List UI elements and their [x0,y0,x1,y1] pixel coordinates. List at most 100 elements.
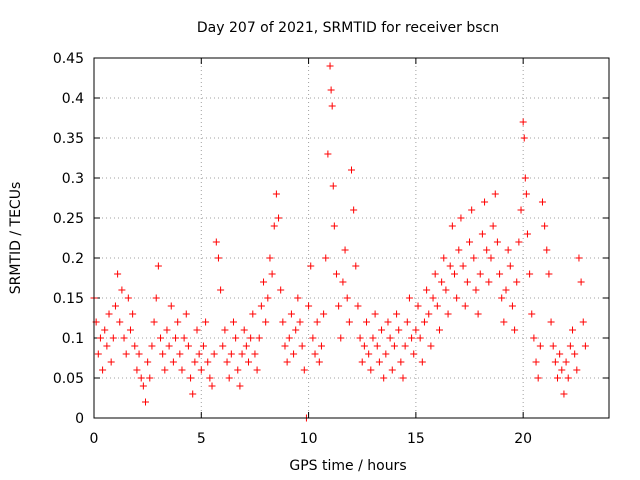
data-point [245,358,252,366]
data-point [358,358,366,366]
plot-frame [93,57,610,419]
data-point [345,318,353,326]
data-point [253,366,261,374]
data-point [414,302,422,310]
data-point [581,342,589,350]
data-point [528,310,536,318]
data-point [468,206,476,214]
data-point [206,374,214,382]
y-tick-label: 0.35 [53,131,84,147]
data-points [90,62,589,422]
data-point [146,374,154,382]
data-point [508,302,516,310]
data-point [380,374,388,382]
data-point [268,270,276,278]
x-tick-label: 10 [300,431,318,447]
y-tick-label: 0.15 [53,291,84,307]
data-point [373,342,381,350]
data-point [393,310,401,318]
data-point [272,190,280,198]
data-point [187,374,195,382]
data-point [538,198,546,206]
data-point [463,278,471,286]
data-point [476,270,484,278]
data-point [270,222,278,230]
data-point [536,342,544,350]
y-tick-label: 0.45 [53,51,84,67]
data-point [255,334,263,342]
data-point [116,318,124,326]
data-point [277,286,285,294]
data-point [133,366,141,374]
data-point [382,350,390,358]
data-point [522,190,530,198]
data-point [313,318,321,326]
data-point [172,334,180,342]
data-point [311,350,319,358]
data-point [577,278,585,286]
data-point [111,302,119,310]
data-point [502,286,510,294]
data-point [429,294,437,302]
data-point [118,286,126,294]
data-point [202,318,210,326]
data-point [240,326,248,334]
x-tick-label: 5 [197,431,206,447]
data-point [470,254,478,262]
data-point [466,238,474,246]
data-point [363,318,371,326]
data-point [435,326,443,334]
data-point [375,358,383,366]
data-point [328,102,336,110]
data-point [440,254,448,262]
data-point [159,350,167,358]
data-point [416,334,424,342]
y-tick-label: 0 [75,411,84,427]
data-point [496,270,504,278]
data-point [401,342,409,350]
data-point [478,230,486,238]
data-point [534,374,542,382]
data-point [148,342,156,350]
data-point [472,286,480,294]
data-point [448,222,456,230]
x-tick-label: 15 [407,431,425,447]
data-point [399,374,407,382]
data-point [549,342,557,350]
y-tick-label: 0.25 [53,211,84,227]
data-point [461,302,469,310]
data-point [189,390,197,398]
data-point [551,358,559,366]
data-point [444,310,452,318]
axis-ticks: 0 0.05 0.1 0.15 0.2 0.25 0.3 0.35 0.4 0.45 0 5 10 15 2… [53,51,609,447]
data-point [556,350,564,358]
data-point [511,326,519,334]
data-point [438,278,446,286]
data-point [523,230,531,238]
x-tick-label: 20 [514,431,532,447]
data-point [120,334,128,342]
data-point [569,326,577,334]
x-axis-label: GPS time / hours [289,458,406,474]
data-point [543,246,551,254]
data-point [290,350,298,358]
data-point [251,350,259,358]
data-point [309,334,317,342]
y-tick-label: 0.05 [53,371,84,387]
data-point [124,294,132,302]
data-point [493,238,501,246]
data-point [197,366,205,374]
data-point [521,174,529,182]
data-point [526,270,534,278]
data-point [326,62,334,70]
data-point [279,318,287,326]
data-point [238,350,246,358]
data-point [169,358,177,366]
chart-title: Day 207 of 2021, SRMTID for receiver bsc… [197,20,499,36]
data-point [386,334,394,342]
data-point [356,334,364,342]
data-point [266,254,274,262]
data-point [195,350,203,358]
x-tick-label: 0 [90,431,99,447]
